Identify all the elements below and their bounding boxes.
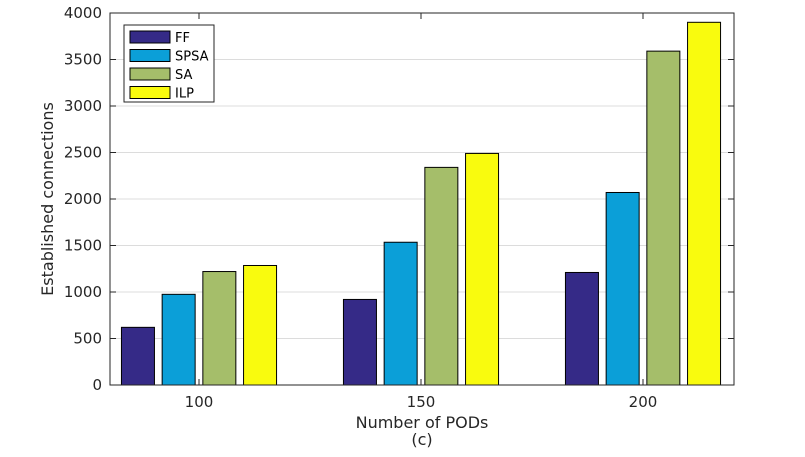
x-axis-label: Number of PODs xyxy=(356,413,489,432)
y-tick-label: 2500 xyxy=(64,144,102,162)
x-axis-ticks: 100 150 200 xyxy=(185,13,658,411)
bar-ff-100 xyxy=(120,326,155,386)
legend-swatch-ilp xyxy=(129,86,171,99)
bar-ff-200 xyxy=(564,271,599,386)
legend-swatch-sa xyxy=(129,67,171,81)
bar-sa-200 xyxy=(646,50,681,386)
bar-ilp-200 xyxy=(687,21,722,386)
y-tick-label: 3000 xyxy=(64,97,102,115)
y-axis-label: Established connections xyxy=(38,102,57,296)
y-axis-ticks: 0 500 1000 1500 2000 2500 3000 3500 4000 xyxy=(64,4,734,394)
legend-swatch-spsa xyxy=(129,49,171,62)
y-tick-label: 2000 xyxy=(64,190,102,208)
x-tick-label: 200 xyxy=(629,393,658,411)
bar-sa-100 xyxy=(202,271,237,386)
bar-sa-150 xyxy=(424,166,459,386)
y-tick-label: 1000 xyxy=(64,283,102,301)
chart-caption: (c) xyxy=(411,430,432,449)
x-tick-label: 150 xyxy=(407,393,436,411)
bar-spsa-100 xyxy=(161,293,196,386)
legend-swatch-ff xyxy=(129,30,171,44)
y-tick-label: 3500 xyxy=(64,51,102,69)
y-tick-label: 500 xyxy=(73,330,102,348)
bar-spsa-150 xyxy=(383,241,418,386)
y-tick-label: 0 xyxy=(92,376,102,394)
legend-label-spsa: SPSA xyxy=(175,50,209,65)
bar-ff-150 xyxy=(342,298,377,386)
bar-ilp-100 xyxy=(243,264,278,386)
legend-label-ff: FF xyxy=(175,31,190,46)
legend-label-ilp: ILP xyxy=(175,87,194,102)
y-tick-label: 1500 xyxy=(64,237,102,255)
bars xyxy=(120,21,722,386)
bar-spsa-200 xyxy=(605,191,640,386)
y-tick-label: 4000 xyxy=(64,4,102,22)
bar-ilp-150 xyxy=(465,152,500,386)
legend: FF SPSA SA ILP xyxy=(123,24,215,103)
x-tick-label: 100 xyxy=(185,393,214,411)
legend-label-sa: SA xyxy=(175,68,192,83)
